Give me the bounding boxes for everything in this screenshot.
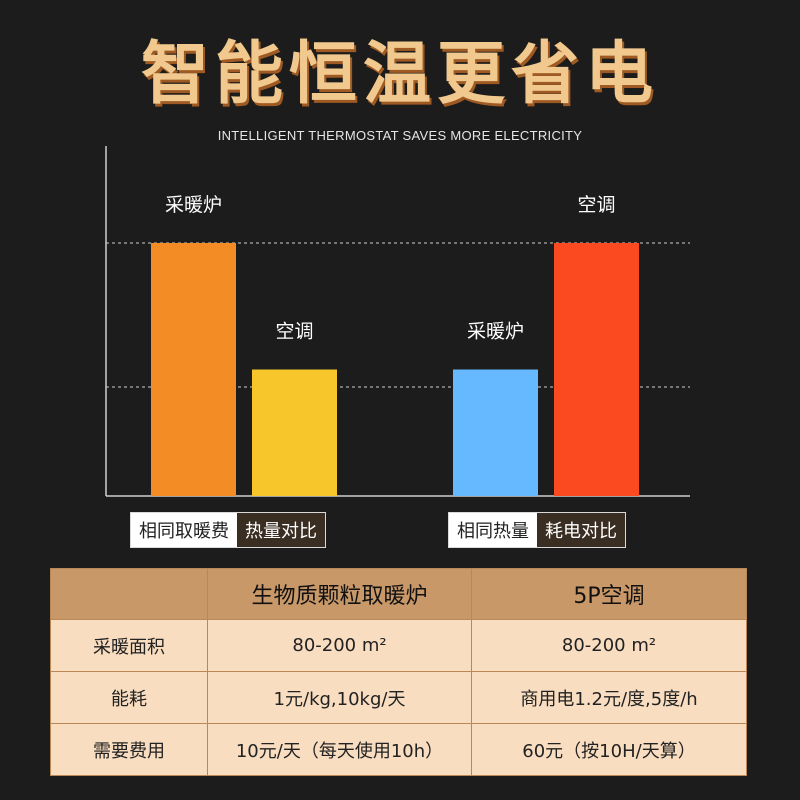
table-cell: 需要费用 bbox=[50, 723, 208, 776]
table-header-cell: 5P空调 bbox=[471, 568, 747, 620]
table-header-cell: 生物质颗粒取暖炉 bbox=[207, 568, 472, 620]
bar-right-1 bbox=[554, 243, 639, 496]
category-label-right-a: 相同热量 bbox=[449, 513, 537, 547]
table-row: 需要费用 10元/天（每天使用10h） 60元（按10H/天算） bbox=[50, 723, 747, 776]
category-label-left-b: 热量对比 bbox=[237, 513, 325, 547]
table-header-cell bbox=[50, 568, 208, 620]
comparison-table: 生物质颗粒取暖炉 5P空调 采暖面积 80-200 m² 80-200 m² 能… bbox=[50, 568, 747, 776]
table-row: 采暖面积 80-200 m² 80-200 m² bbox=[50, 619, 747, 672]
bar-label: 空调 bbox=[577, 194, 615, 216]
category-label-left: 相同取暖费 热量对比 bbox=[130, 512, 326, 548]
table-row: 能耗 1元/kg,10kg/天 商用电1.2元/度,5度/h bbox=[50, 671, 747, 724]
page-title: 智能恒温更省电 bbox=[140, 35, 659, 114]
bar-left-0 bbox=[151, 243, 236, 496]
category-label-right-b: 耗电对比 bbox=[537, 513, 625, 547]
table-cell: 商用电1.2元/度,5度/h bbox=[471, 671, 747, 724]
table-cell: 1元/kg,10kg/天 bbox=[207, 671, 472, 724]
category-label-left-a: 相同取暖费 bbox=[131, 513, 237, 547]
table-header-row: 生物质颗粒取暖炉 5P空调 bbox=[50, 568, 747, 620]
table-cell: 80-200 m² bbox=[207, 619, 472, 672]
bar-left-1 bbox=[252, 369, 337, 496]
table-cell: 采暖面积 bbox=[50, 619, 208, 672]
table-cell: 能耗 bbox=[50, 671, 208, 724]
bar-label: 采暖炉 bbox=[467, 321, 524, 343]
page-subtitle: INTELLIGENT THERMOSTAT SAVES MORE ELECTR… bbox=[217, 128, 583, 143]
bar-label: 采暖炉 bbox=[165, 194, 222, 216]
table-cell: 80-200 m² bbox=[471, 619, 747, 672]
bar-label: 空调 bbox=[275, 321, 313, 343]
table-cell: 60元（按10H/天算） bbox=[471, 723, 747, 776]
table-cell: 10元/天（每天使用10h） bbox=[207, 723, 472, 776]
bar-right-0 bbox=[453, 369, 538, 496]
category-label-right: 相同热量 耗电对比 bbox=[448, 512, 626, 548]
